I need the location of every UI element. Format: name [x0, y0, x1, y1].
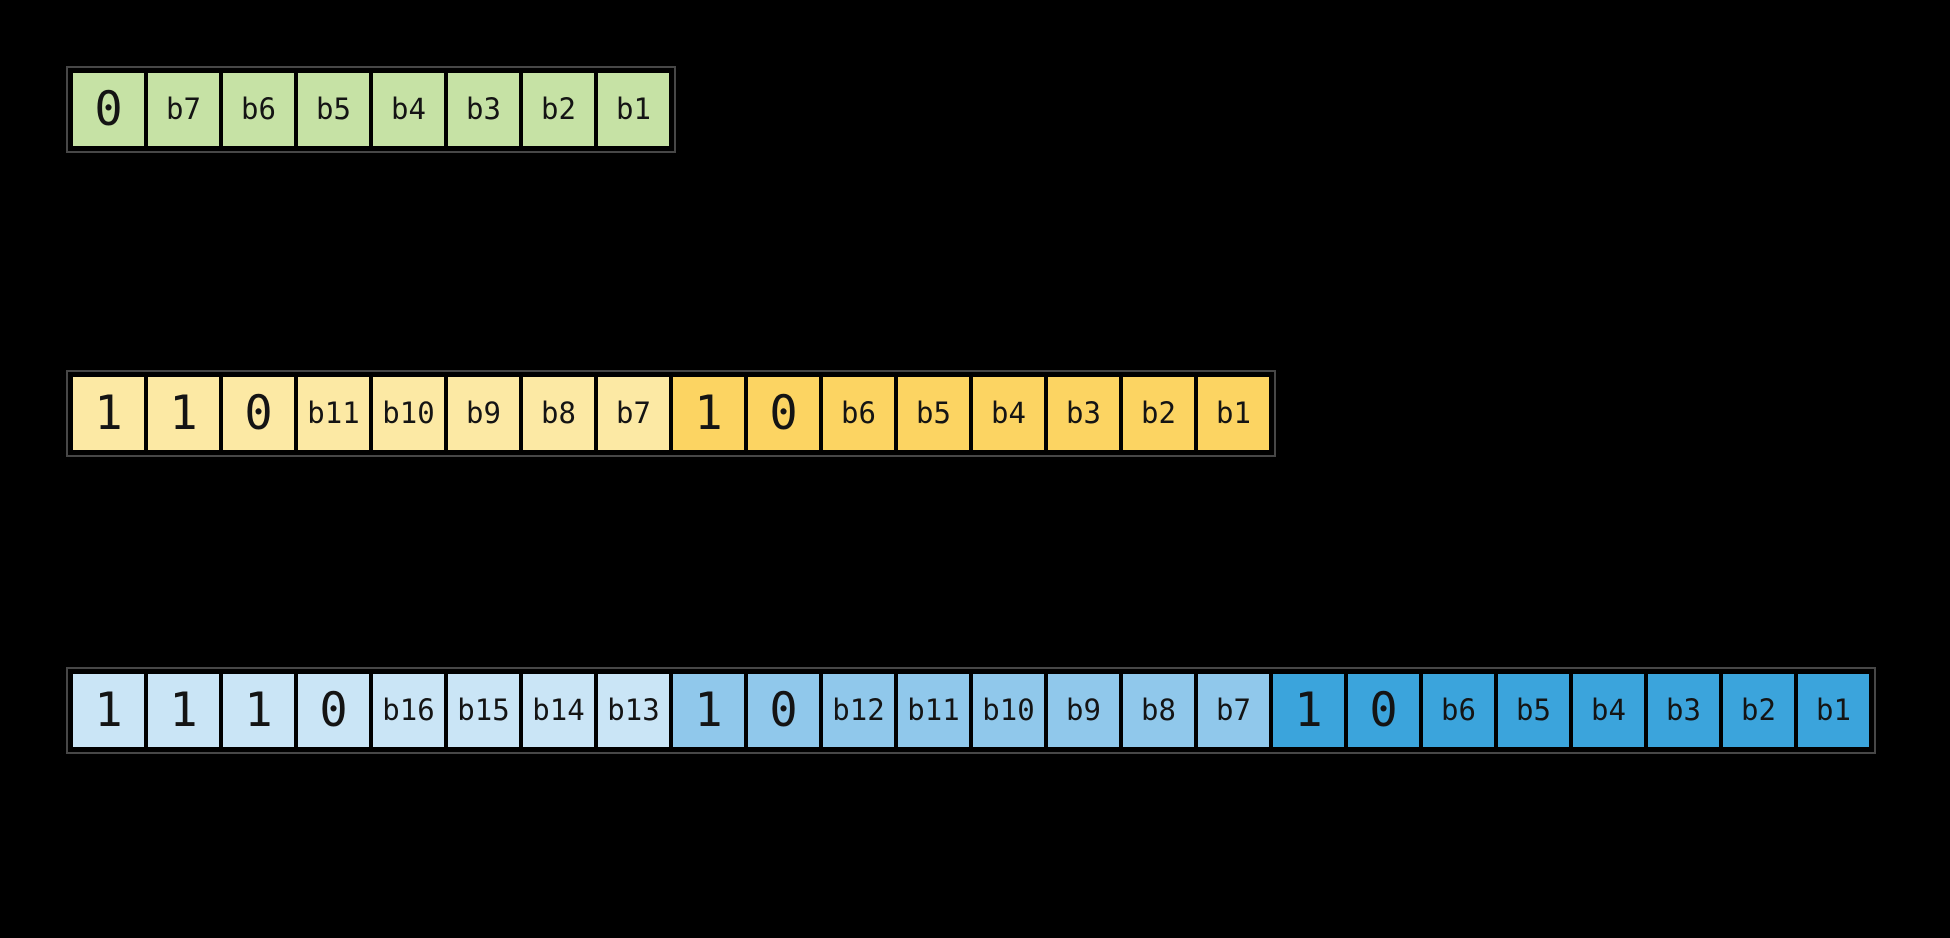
fixed-bit-cell: 1 — [1273, 674, 1344, 747]
three-byte-sequence-byte-1-group: 1 1 1 0 b16 b15 b14 b13 — [73, 674, 669, 747]
data-bit-cell: b2 — [1123, 377, 1194, 450]
data-bit-cell: b11 — [298, 377, 369, 450]
one-byte-sequence-row: 0 b7 b6 b5 b4 b3 b2 b1 — [66, 66, 676, 153]
fixed-bit-cell: 0 — [223, 377, 294, 450]
data-bit-cell: b1 — [1198, 377, 1269, 450]
fixed-bit-cell: 1 — [73, 377, 144, 450]
data-bit-cell: b15 — [448, 674, 519, 747]
data-bit-cell: b5 — [298, 73, 369, 146]
data-bit-cell: b4 — [1573, 674, 1644, 747]
data-bit-cell: b10 — [973, 674, 1044, 747]
fixed-bit-cell: 1 — [673, 377, 744, 450]
fixed-bit-cell: 1 — [673, 674, 744, 747]
data-bit-cell: b5 — [898, 377, 969, 450]
data-bit-cell: b8 — [523, 377, 594, 450]
data-bit-cell: b2 — [1723, 674, 1794, 747]
data-bit-cell: b1 — [1798, 674, 1869, 747]
data-bit-cell: b6 — [823, 377, 894, 450]
data-bit-cell: b4 — [373, 73, 444, 146]
fixed-bit-cell: 0 — [73, 73, 144, 146]
three-byte-sequence-byte-2-group: 1 0 b12 b11 b10 b9 b8 b7 — [673, 674, 1269, 747]
two-byte-sequence-byte-2-group: 1 0 b6 b5 b4 b3 b2 b1 — [673, 377, 1269, 450]
fixed-bit-cell: 0 — [1348, 674, 1419, 747]
fixed-bit-cell: 1 — [73, 674, 144, 747]
data-bit-cell: b3 — [1648, 674, 1719, 747]
fixed-bit-cell: 0 — [748, 674, 819, 747]
data-bit-cell: b14 — [523, 674, 594, 747]
data-bit-cell: b9 — [448, 377, 519, 450]
fixed-bit-cell: 0 — [748, 377, 819, 450]
data-bit-cell: b7 — [1198, 674, 1269, 747]
data-bit-cell: b3 — [448, 73, 519, 146]
data-bit-cell: b4 — [973, 377, 1044, 450]
fixed-bit-cell: 1 — [148, 377, 219, 450]
data-bit-cell: b6 — [1423, 674, 1494, 747]
fixed-bit-cell: 1 — [148, 674, 219, 747]
fixed-bit-cell: 1 — [223, 674, 294, 747]
data-bit-cell: b7 — [148, 73, 219, 146]
two-byte-sequence-row: 1 1 0 b11 b10 b9 b8 b7 1 0 b6 b5 b4 b3 b2 b1 — [66, 370, 1276, 457]
data-bit-cell: b5 — [1498, 674, 1569, 747]
data-bit-cell: b13 — [598, 674, 669, 747]
data-bit-cell: b6 — [223, 73, 294, 146]
fixed-bit-cell: 0 — [298, 674, 369, 747]
data-bit-cell: b16 — [373, 674, 444, 747]
two-byte-sequence-byte-1-group: 1 1 0 b11 b10 b9 b8 b7 — [73, 377, 669, 450]
data-bit-cell: b3 — [1048, 377, 1119, 450]
three-byte-sequence-row: 1 1 1 0 b16 b15 b14 b13 1 0 b12 b11 b10 b9 b8 b7 1 0 b6 b5 b… — [66, 667, 1876, 754]
data-bit-cell: b9 — [1048, 674, 1119, 747]
data-bit-cell: b12 — [823, 674, 894, 747]
data-bit-cell: b7 — [598, 377, 669, 450]
data-bit-cell: b1 — [598, 73, 669, 146]
data-bit-cell: b10 — [373, 377, 444, 450]
data-bit-cell: b2 — [523, 73, 594, 146]
one-byte-sequence-byte-1-group: 0 b7 b6 b5 b4 b3 b2 b1 — [73, 73, 669, 146]
data-bit-cell: b8 — [1123, 674, 1194, 747]
three-byte-sequence-byte-3-group: 1 0 b6 b5 b4 b3 b2 b1 — [1273, 674, 1869, 747]
data-bit-cell: b11 — [898, 674, 969, 747]
